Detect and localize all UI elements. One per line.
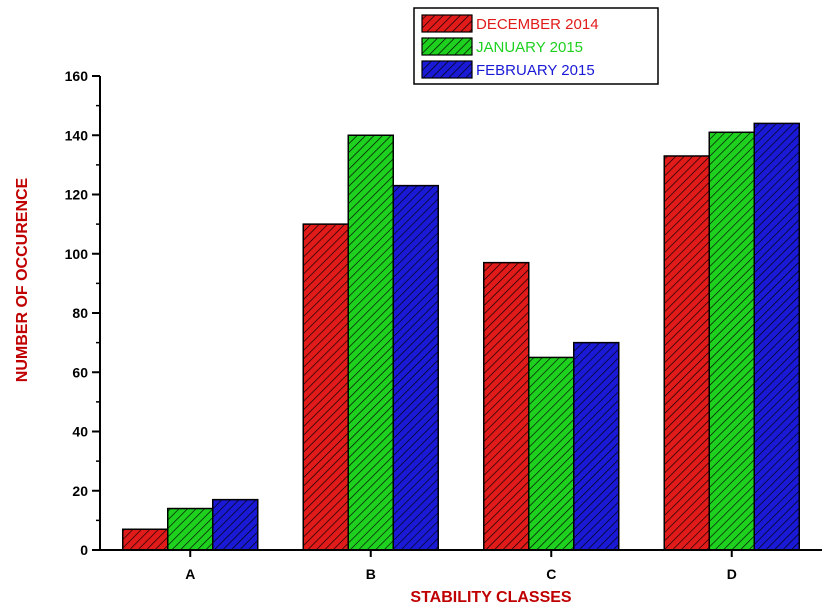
x-tick-label-D: D	[727, 566, 737, 582]
y-tick-label: 20	[72, 483, 88, 499]
bar-B-series-3	[392, 184, 439, 551]
x-tick-label-C: C	[546, 566, 556, 582]
y-tick-label: 0	[80, 542, 88, 558]
y-tick-label: 80	[72, 305, 88, 321]
legend-swatch-1	[421, 14, 473, 33]
y-tick-label: 140	[65, 127, 89, 143]
bar-A-series-2	[167, 507, 214, 551]
bar-A-series-1	[122, 528, 169, 551]
y-axis-title: NUMBER OF OCCURENCE	[14, 177, 31, 382]
bar-D-series-3	[753, 122, 800, 551]
x-tick-label-A: A	[185, 566, 195, 582]
bar-B-series-2	[347, 134, 394, 551]
x-axis-title: STABILITY CLASSES	[410, 589, 572, 606]
y-tick-label: 60	[72, 364, 88, 380]
legend-label-1: DECEMBER 2014	[476, 16, 599, 33]
ticks-group: 0 20 40 60 80 100 120 140 160 A B C D	[65, 68, 737, 582]
legend-swatch-3	[421, 60, 473, 79]
bar-C-series-3	[573, 341, 620, 551]
y-tick-label: 40	[72, 424, 88, 440]
x-tick-label-B: B	[366, 566, 376, 582]
bar-B-series-1	[302, 223, 349, 551]
bar-C-series-1	[483, 261, 530, 551]
bar-C-series-2	[528, 356, 575, 551]
y-tick-label: 120	[65, 187, 89, 203]
y-tick-label: 160	[65, 68, 89, 84]
y-tick-label: 100	[65, 246, 89, 262]
bar-A-series-3	[212, 498, 259, 551]
legend: DECEMBER 2014 JANUARY 2015 FEBRUARY 2015	[413, 7, 659, 85]
legend-swatch-2	[421, 37, 473, 56]
bar-D-series-2	[708, 131, 755, 551]
legend-label-2: JANUARY 2015	[476, 39, 583, 56]
bars-group	[122, 122, 800, 551]
bar-D-series-1	[663, 155, 710, 551]
legend-label-3: FEBRUARY 2015	[476, 62, 595, 79]
